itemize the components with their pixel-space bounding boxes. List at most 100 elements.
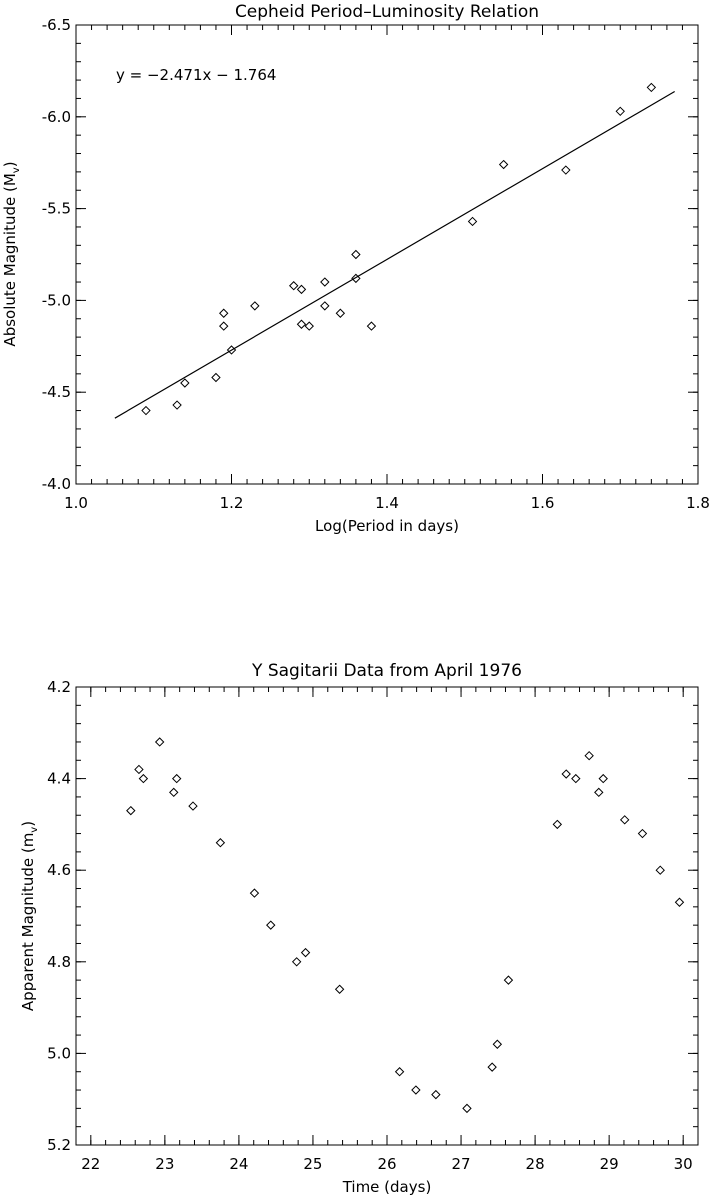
data-point [674, 897, 685, 907]
x-axis-label: Log(Period in days) [315, 517, 459, 535]
data-point [138, 773, 149, 784]
chart-title: Y Sagitarii Data from April 1976 [251, 661, 522, 681]
data-point [351, 273, 361, 284]
y-tick-label: 5.2 [47, 1136, 71, 1154]
data-point [594, 787, 604, 798]
data-point [320, 277, 330, 287]
data-point [655, 865, 665, 875]
data-point [219, 321, 229, 331]
data-point [571, 773, 581, 784]
y-axis-label-sub: v [29, 827, 40, 833]
data-point [394, 1067, 405, 1077]
x-tick-label: 30 [674, 1155, 693, 1173]
data-point [300, 947, 311, 958]
y-tick-label: -4.5 [42, 383, 71, 401]
y-tick-label: 4.4 [47, 770, 71, 788]
data-point [180, 378, 190, 388]
data-point [561, 165, 571, 175]
y-axis-label: Apparent Magnitude (mv) [19, 821, 40, 1011]
data-point [637, 828, 648, 839]
y-tick-label: 5.0 [47, 1044, 71, 1062]
data-point [141, 405, 151, 416]
data-point [215, 838, 226, 848]
data-point [188, 801, 198, 811]
y-tick-label: -5.0 [42, 291, 71, 309]
x-tick-label: 24 [229, 1155, 248, 1173]
plot-area: 1.0 1.2 1.4 1.6 1.8 -4.0 -4.5 -5.0 -5.5 -6.0 -6.5 [42, 16, 710, 512]
data-point [288, 281, 299, 291]
x-tick-label: 1.2 [220, 494, 244, 512]
y-tick-label: 4.8 [47, 953, 71, 971]
chart-y-sagitarii: Y Sagitarii Data from April 1976 Time (d… [19, 661, 699, 1196]
y-axis-label-main: Absolute Magnitude (M [1, 173, 19, 346]
data-point [467, 216, 478, 227]
data-point [492, 1039, 503, 1049]
y-tick-label: -4.0 [42, 475, 71, 493]
data-point [584, 750, 594, 761]
data-point [615, 106, 625, 116]
data-point [334, 984, 345, 994]
data-point [462, 1103, 472, 1114]
x-axis-label: Time (days) [342, 1178, 432, 1196]
data-point [411, 1085, 421, 1095]
y-tick-label: -5.5 [42, 200, 71, 218]
data-point [561, 769, 571, 779]
data-point [296, 319, 307, 329]
plot-frame [75, 24, 699, 485]
y-axis-label-main: Apparent Magnitude (m [19, 833, 37, 1011]
data-point [126, 805, 136, 816]
data-point [304, 321, 314, 331]
y-tick-label: -6.5 [42, 16, 71, 34]
data-point [598, 773, 608, 784]
data-point [154, 737, 165, 747]
y-axis-label-close: ) [1, 161, 19, 167]
data-point [619, 815, 630, 825]
data-point [320, 301, 330, 311]
data-point [366, 321, 377, 331]
data-point [249, 888, 260, 898]
data-point [646, 82, 657, 93]
data-point [487, 1062, 497, 1072]
data-point [431, 1089, 441, 1100]
data-point [498, 159, 509, 170]
data-point [134, 764, 144, 775]
data-point [296, 284, 307, 295]
data-point [266, 920, 276, 930]
data-point [250, 301, 260, 311]
y-tick-label: 4.2 [47, 678, 71, 696]
plot-area: 22 23 24 25 26 27 28 29 30 4.2 4.4 4.6 4.8 5.0 5.2 [47, 678, 699, 1173]
x-tick-label: 26 [377, 1155, 396, 1173]
plot-frame [75, 686, 699, 1146]
x-tick-label: 1.4 [375, 494, 399, 512]
chart-period-luminosity: Cepheid Period–Luminosity Relation Log(P… [1, 2, 710, 535]
x-tick-label: 25 [303, 1155, 322, 1173]
data-point [552, 819, 563, 830]
x-tick-label: 22 [81, 1155, 100, 1173]
y-tick-label: -6.0 [42, 108, 71, 126]
x-tick-label: 27 [452, 1155, 471, 1173]
data-point [172, 400, 182, 410]
x-tick-label: 1.8 [686, 494, 710, 512]
x-tick-label: 1.6 [531, 494, 555, 512]
chart-title: Cepheid Period–Luminosity Relation [235, 2, 539, 22]
data-point [291, 957, 302, 967]
x-tick-label: 1.0 [64, 494, 88, 512]
y-axis-label-close: ) [19, 821, 37, 827]
y-axis-label: Absolute Magnitude (Mv) [1, 161, 22, 346]
x-tick-label: 23 [155, 1155, 174, 1173]
data-point [211, 372, 221, 383]
y-axis-label-sub: v [11, 167, 22, 173]
y-tick-label: 4.6 [47, 861, 71, 879]
data-point [503, 975, 514, 985]
x-tick-label: 28 [526, 1155, 545, 1173]
data-point [351, 249, 361, 260]
data-point [219, 308, 229, 318]
data-point [335, 308, 346, 318]
fit-equation-annotation: y = −2.471x − 1.764 [116, 66, 276, 84]
data-point [226, 345, 237, 355]
data-point [171, 773, 182, 784]
data-point [169, 787, 179, 798]
x-tick-label: 29 [600, 1155, 619, 1173]
